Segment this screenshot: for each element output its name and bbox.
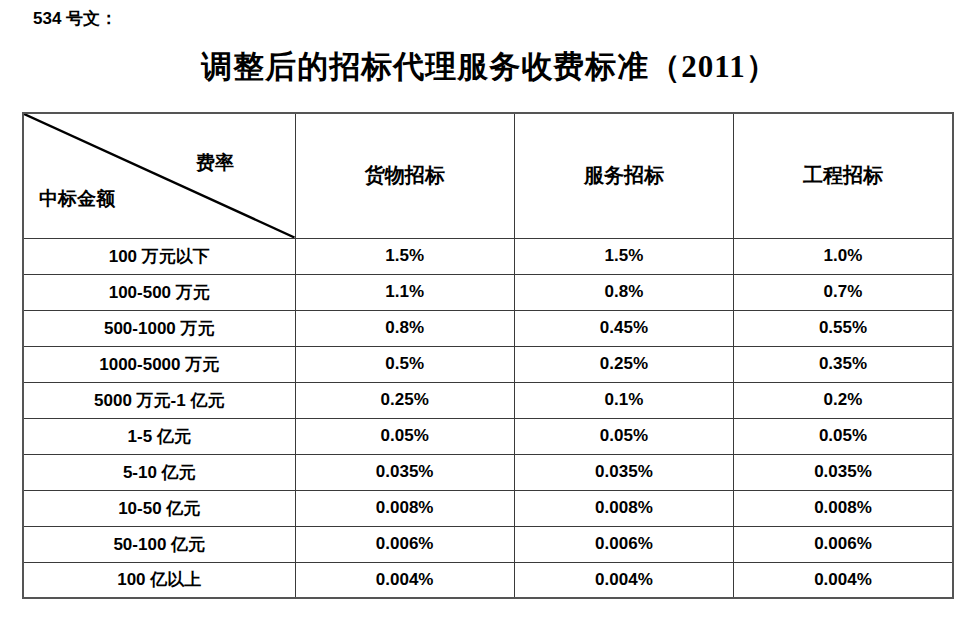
fee-value: 1.1% [295, 274, 514, 310]
table-row: 50-100 亿元 0.006% 0.006% 0.006% [23, 526, 953, 562]
fee-value: 0.008% [734, 490, 953, 526]
row-label: 500-1000 万元 [23, 310, 295, 346]
table-row: 100 万元以下 1.5% 1.5% 1.0% [23, 238, 953, 274]
row-label: 100 亿以上 [23, 562, 295, 598]
table-row: 5000 万元-1 亿元 0.25% 0.1% 0.2% [23, 382, 953, 418]
fee-value: 0.006% [295, 526, 514, 562]
fee-value: 1.5% [295, 238, 514, 274]
row-label: 1-5 亿元 [23, 418, 295, 454]
fee-value: 0.35% [734, 346, 953, 382]
doc-ref: 534 号文： [33, 7, 117, 30]
row-label: 5-10 亿元 [23, 454, 295, 490]
fee-value: 0.006% [734, 526, 953, 562]
row-label: 100-500 万元 [23, 274, 295, 310]
fee-value: 0.05% [734, 418, 953, 454]
table-row: 100-500 万元 1.1% 0.8% 0.7% [23, 274, 953, 310]
fee-value: 0.006% [514, 526, 733, 562]
fee-value: 0.1% [514, 382, 733, 418]
fee-value: 0.45% [514, 310, 733, 346]
fee-value: 0.8% [295, 310, 514, 346]
table-row: 5-10 亿元 0.035% 0.035% 0.035% [23, 454, 953, 490]
corner-cell: 费率 中标金额 [23, 113, 295, 238]
fee-value: 0.05% [295, 418, 514, 454]
column-header-goods: 货物招标 [295, 113, 514, 238]
fee-value: 0.25% [295, 382, 514, 418]
fee-value: 1.5% [514, 238, 733, 274]
corner-label-amount: 中标金额 [39, 186, 115, 212]
fee-value: 0.035% [734, 454, 953, 490]
table-row: 100 亿以上 0.004% 0.004% 0.004% [23, 562, 953, 598]
table-row: 1000-5000 万元 0.5% 0.25% 0.35% [23, 346, 953, 382]
fee-value: 0.8% [514, 274, 733, 310]
fee-value: 0.004% [514, 562, 733, 598]
table-header-row: 费率 中标金额 货物招标 服务招标 工程招标 [23, 113, 953, 238]
table-row: 500-1000 万元 0.8% 0.45% 0.55% [23, 310, 953, 346]
page-title: 调整后的招标代理服务收费标准（2011） [0, 46, 979, 88]
row-label: 100 万元以下 [23, 238, 295, 274]
fee-value: 0.25% [514, 346, 733, 382]
fee-value: 0.004% [295, 562, 514, 598]
fee-value: 0.05% [514, 418, 733, 454]
column-header-works: 工程招标 [734, 113, 953, 238]
fee-value: 0.5% [295, 346, 514, 382]
row-label: 50-100 亿元 [23, 526, 295, 562]
fee-value: 0.2% [734, 382, 953, 418]
fee-table: 费率 中标金额 货物招标 服务招标 工程招标 100 万元以下 1.5% 1.5… [22, 112, 954, 599]
fee-value: 0.035% [295, 454, 514, 490]
row-label: 1000-5000 万元 [23, 346, 295, 382]
row-label: 10-50 亿元 [23, 490, 295, 526]
fee-value: 1.0% [734, 238, 953, 274]
row-label: 5000 万元-1 亿元 [23, 382, 295, 418]
table-row: 10-50 亿元 0.008% 0.008% 0.008% [23, 490, 953, 526]
fee-value: 0.008% [295, 490, 514, 526]
fee-value: 0.7% [734, 274, 953, 310]
diagonal-line [24, 114, 295, 238]
fee-value: 0.004% [734, 562, 953, 598]
table-row: 1-5 亿元 0.05% 0.05% 0.05% [23, 418, 953, 454]
column-header-services: 服务招标 [514, 113, 733, 238]
fee-value: 0.035% [514, 454, 733, 490]
fee-value: 0.55% [734, 310, 953, 346]
fee-value: 0.008% [514, 490, 733, 526]
corner-label-rate: 费率 [196, 150, 234, 176]
